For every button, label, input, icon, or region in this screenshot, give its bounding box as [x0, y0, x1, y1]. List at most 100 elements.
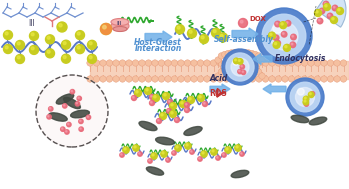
Circle shape — [177, 26, 180, 29]
Circle shape — [319, 8, 325, 14]
Circle shape — [286, 78, 324, 116]
Text: Host-Guest: Host-Guest — [134, 38, 182, 47]
Text: III: III — [116, 21, 121, 26]
Circle shape — [228, 50, 235, 56]
Circle shape — [126, 60, 132, 66]
Circle shape — [150, 95, 152, 97]
Circle shape — [50, 108, 51, 109]
Circle shape — [103, 26, 106, 29]
Circle shape — [295, 76, 301, 82]
Circle shape — [165, 60, 171, 66]
Ellipse shape — [184, 127, 202, 136]
Circle shape — [45, 35, 54, 44]
Circle shape — [241, 65, 242, 67]
Circle shape — [30, 45, 38, 54]
Circle shape — [77, 46, 80, 49]
Circle shape — [327, 13, 333, 19]
Circle shape — [146, 89, 148, 91]
Circle shape — [123, 147, 129, 153]
Text: DOX: DOX — [249, 16, 266, 22]
Circle shape — [199, 96, 201, 98]
Circle shape — [223, 60, 230, 66]
Circle shape — [240, 20, 243, 23]
Circle shape — [259, 57, 265, 63]
Circle shape — [57, 22, 67, 32]
Polygon shape — [145, 31, 172, 43]
Circle shape — [190, 150, 194, 154]
Circle shape — [333, 6, 335, 8]
Circle shape — [323, 1, 329, 7]
Circle shape — [201, 151, 207, 157]
Circle shape — [119, 60, 126, 66]
Circle shape — [168, 99, 172, 105]
Circle shape — [256, 8, 312, 64]
Circle shape — [173, 152, 174, 153]
Circle shape — [30, 31, 38, 40]
Circle shape — [327, 76, 334, 82]
Circle shape — [86, 115, 91, 119]
Circle shape — [235, 59, 236, 61]
Circle shape — [152, 76, 158, 82]
Circle shape — [145, 60, 152, 66]
Circle shape — [228, 66, 235, 72]
Circle shape — [36, 75, 108, 147]
Circle shape — [331, 16, 337, 23]
Circle shape — [164, 94, 166, 96]
Circle shape — [175, 145, 181, 151]
Circle shape — [176, 146, 178, 148]
Circle shape — [217, 76, 223, 82]
Circle shape — [64, 105, 65, 106]
Circle shape — [61, 128, 63, 129]
Circle shape — [274, 36, 276, 38]
Circle shape — [93, 76, 100, 82]
Circle shape — [230, 60, 236, 66]
Circle shape — [178, 60, 184, 66]
Circle shape — [152, 60, 158, 66]
Circle shape — [332, 5, 338, 11]
Circle shape — [106, 60, 113, 66]
Circle shape — [134, 90, 141, 97]
Circle shape — [241, 70, 246, 75]
Circle shape — [252, 67, 258, 74]
Circle shape — [255, 53, 262, 59]
Circle shape — [15, 40, 24, 50]
Circle shape — [166, 108, 171, 114]
Circle shape — [153, 94, 159, 101]
Circle shape — [210, 76, 217, 82]
Circle shape — [159, 112, 166, 119]
Circle shape — [5, 32, 8, 35]
Circle shape — [218, 33, 228, 42]
Circle shape — [203, 102, 205, 104]
Circle shape — [245, 50, 252, 56]
Circle shape — [171, 112, 173, 114]
Circle shape — [202, 101, 208, 106]
Circle shape — [334, 60, 340, 66]
Circle shape — [171, 76, 178, 82]
Circle shape — [87, 60, 93, 66]
Circle shape — [158, 76, 165, 82]
Circle shape — [317, 18, 323, 24]
Circle shape — [120, 153, 124, 157]
Ellipse shape — [231, 170, 249, 178]
Circle shape — [157, 119, 159, 121]
Circle shape — [225, 50, 231, 57]
Circle shape — [187, 97, 194, 104]
Circle shape — [310, 93, 311, 95]
Circle shape — [259, 73, 265, 79]
Circle shape — [310, 91, 315, 96]
Circle shape — [236, 76, 243, 82]
Circle shape — [269, 60, 275, 66]
Circle shape — [139, 60, 145, 66]
Circle shape — [152, 154, 154, 156]
Circle shape — [87, 76, 93, 82]
Circle shape — [239, 70, 240, 72]
Circle shape — [121, 154, 122, 155]
Circle shape — [292, 35, 294, 37]
Circle shape — [119, 76, 126, 82]
Circle shape — [171, 104, 173, 106]
Circle shape — [320, 9, 322, 11]
Circle shape — [216, 156, 220, 160]
Circle shape — [324, 2, 326, 4]
Circle shape — [249, 60, 256, 66]
Circle shape — [226, 53, 254, 81]
